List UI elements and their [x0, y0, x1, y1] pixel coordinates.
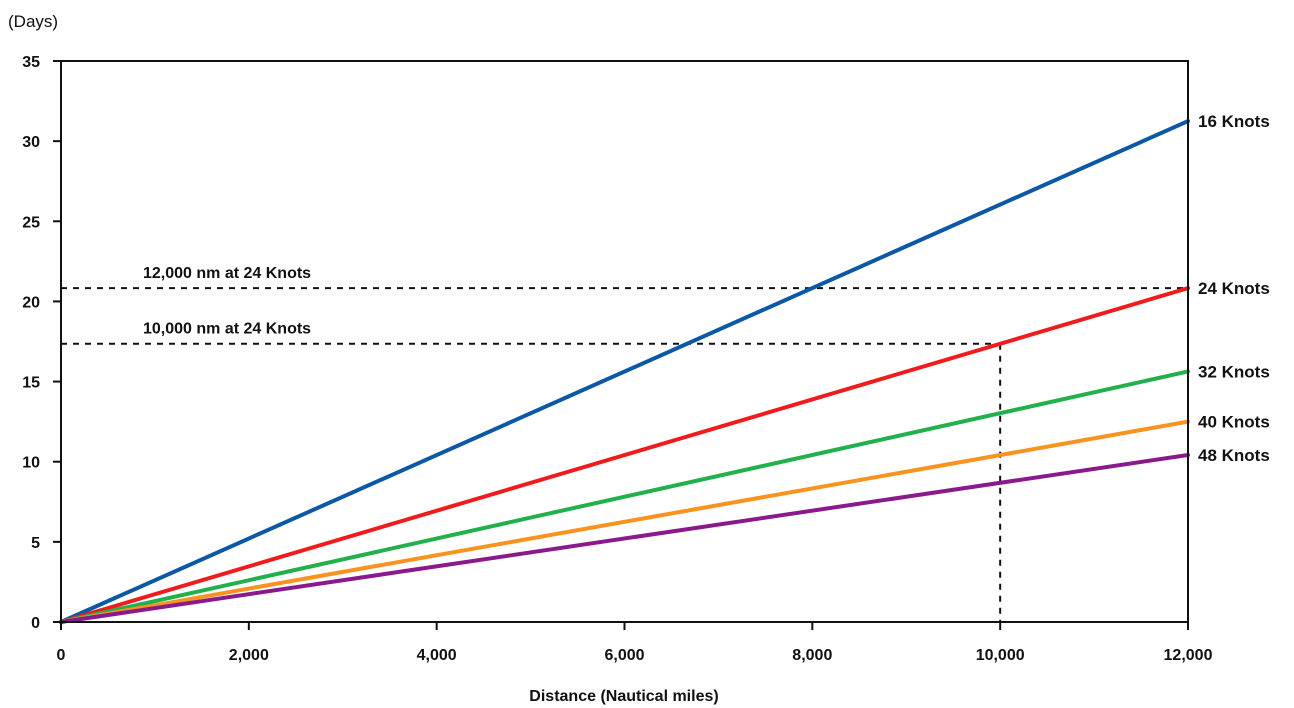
- series-label: 16 Knots: [1198, 112, 1270, 131]
- y-tick-label: 10: [22, 455, 40, 472]
- series-line: [59, 286, 1190, 624]
- series-line: [59, 119, 1190, 624]
- y-tick-label: 15: [22, 375, 40, 392]
- series-lines: [59, 119, 1190, 624]
- series-label: 48 Knots: [1198, 446, 1270, 465]
- x-tick-label: 6,000: [604, 647, 644, 664]
- x-tick-label: 2,000: [229, 647, 269, 664]
- x-tick-label: 0: [57, 647, 66, 664]
- x-axis-title: Distance (Nautical miles): [529, 688, 718, 705]
- x-axis-ticks: 0 2,000 4,000 6,000 8,000 10,000 12,000: [57, 622, 1213, 664]
- y-tick-label: 20: [22, 294, 40, 311]
- x-tick-label: 10,000: [976, 647, 1025, 664]
- x-tick-label: 12,000: [1164, 647, 1213, 664]
- x-tick-label: 4,000: [417, 647, 457, 664]
- annotations: 12,000 nm at 24 Knots 10,000 nm at 24 Kno…: [61, 265, 1188, 622]
- series-label: 32 Knots: [1198, 362, 1270, 381]
- y-tick-label: 30: [22, 134, 40, 151]
- y-tick-label: 5: [31, 535, 40, 552]
- y-tick-label: 25: [22, 214, 40, 231]
- annotation-label: 10,000 nm at 24 Knots: [143, 321, 311, 338]
- annotation-label: 12,000 nm at 24 Knots: [143, 265, 311, 282]
- y-axis-ticks: 0 5 10 15 20 25 30 35: [22, 54, 61, 632]
- series-label: 40 Knots: [1198, 413, 1270, 432]
- series-labels: 16 Knots 24 Knots 32 Knots 40 Knots 48 Knots: [1198, 112, 1270, 465]
- series-line: [59, 452, 1190, 624]
- y-unit-label: (Days): [8, 12, 58, 31]
- series-line: [59, 419, 1190, 624]
- series-label: 24 Knots: [1198, 279, 1270, 298]
- x-tick-label: 8,000: [792, 647, 832, 664]
- series-line: [59, 369, 1190, 624]
- y-tick-label: 0: [31, 615, 40, 632]
- y-tick-label: 35: [22, 54, 40, 71]
